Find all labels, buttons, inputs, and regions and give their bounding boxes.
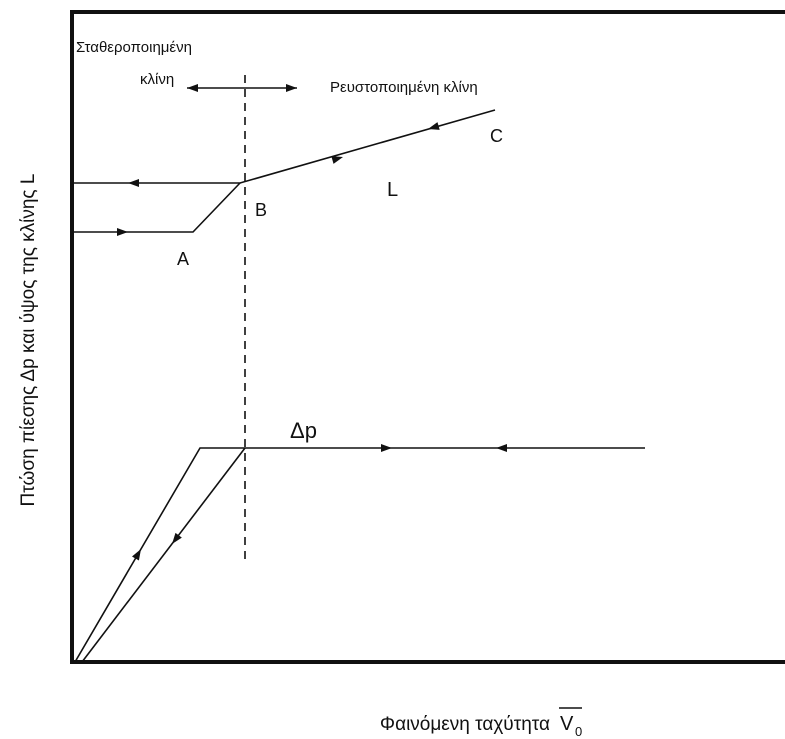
arrow-head: [286, 84, 297, 92]
arrow-head: [131, 549, 141, 561]
arrow-head: [128, 179, 139, 187]
pressure-curve-down: [81, 447, 246, 663]
arrow-head: [187, 84, 198, 92]
arrow-head: [381, 444, 392, 452]
curve-label: Δp: [290, 418, 317, 443]
curve-label: L: [387, 179, 398, 201]
arrow-head: [331, 156, 343, 164]
arrow-head: [172, 532, 182, 544]
axes-frame: [70, 10, 785, 664]
x-axis-subscript: 0: [575, 724, 582, 739]
arrow-head: [428, 122, 440, 130]
height-curve-down: [72, 109, 496, 184]
height-curve-up: [72, 182, 241, 233]
region-label: Σταθεροποιημένη: [76, 39, 192, 56]
arrow-head: [496, 444, 507, 452]
arrow-head: [117, 228, 128, 236]
point-label: B: [255, 200, 267, 220]
point-label: A: [177, 249, 189, 269]
point-label: C: [490, 126, 503, 146]
pressure-curve-up: [74, 447, 645, 663]
x-axis-symbol: V: [560, 713, 574, 735]
region-label: Ρευστοποιημένη κλίνη: [330, 79, 478, 96]
y-axis-label: Πτώση πίεσης Δp και ύψος της κλίνης L: [18, 174, 39, 507]
x-axis-label: Φαινόμενη ταχύτητα: [380, 714, 550, 735]
region-label: κλίνη: [140, 71, 174, 88]
